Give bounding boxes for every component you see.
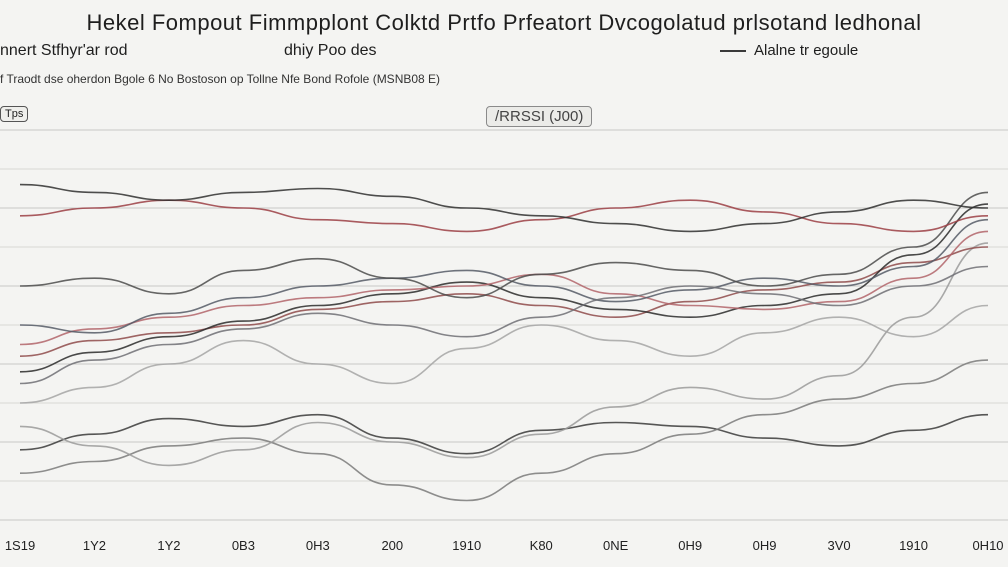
series-line-7 — [19, 191, 989, 299]
x-tick-label: 0H9 — [753, 538, 777, 553]
chart-annotation: /RRSSI (J00) — [486, 106, 593, 127]
legend: Alalne tr egoule — [720, 42, 858, 59]
chart-subtitle-left: nnert Stfhyr'ar rod — [0, 42, 128, 59]
series-line-1 — [19, 359, 989, 502]
series-line-0 — [19, 413, 989, 455]
x-tick-label: 3V0 — [828, 538, 851, 553]
series-line-9 — [19, 183, 989, 233]
chart-subtitle-mid: dhiy Poo des — [284, 42, 377, 59]
chart-tag: Tps — [0, 106, 29, 122]
x-tick-label: 1910 — [452, 538, 481, 553]
series-line-11 — [19, 265, 989, 385]
series-line-2 — [19, 242, 989, 467]
x-tick-label: 0H10 — [972, 538, 1003, 553]
series-line-10 — [19, 304, 989, 404]
x-tick-label: 200 — [381, 538, 403, 553]
chart-note: f Traodt dse oherdon Bgole 6 No Bostoson… — [0, 72, 441, 86]
x-tick-label: 1910 — [899, 538, 928, 553]
x-tick-label: 1S19 — [5, 538, 35, 553]
series-line-8 — [19, 199, 989, 233]
x-tick-label: K80 — [530, 538, 553, 553]
x-tick-label: 0H3 — [306, 538, 330, 553]
x-tick-label: 1Y2 — [157, 538, 180, 553]
legend-swatch — [720, 49, 746, 52]
series-line-4 — [19, 203, 989, 373]
legend-label: Alalne tr egoule — [754, 42, 859, 59]
x-tick-label: 1Y2 — [83, 538, 106, 553]
series-line-3 — [19, 246, 989, 357]
chart-title: Hekel Fompout Fimmpplont Colktd Prtfo Pr… — [86, 10, 922, 35]
series-line-5 — [19, 230, 989, 346]
x-tick-label: 0B3 — [232, 538, 255, 553]
series-line-6 — [19, 218, 989, 334]
x-tick-label: 0NE — [603, 538, 629, 553]
x-tick-label: 0H9 — [678, 538, 702, 553]
